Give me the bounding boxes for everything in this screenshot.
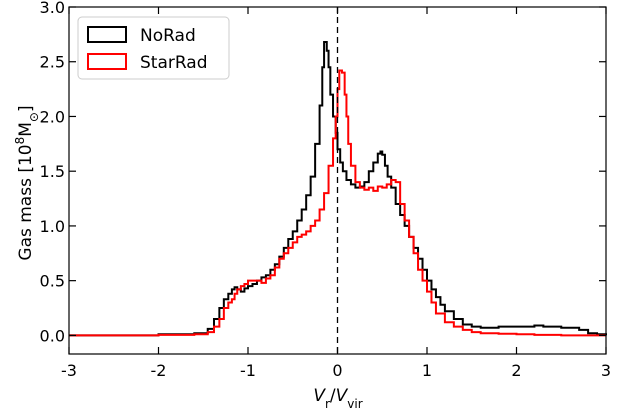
x-axis-label: Vr/Vvir	[313, 386, 362, 408]
y-tick-label: 0.0	[40, 326, 65, 345]
legend-swatch-starrad	[87, 53, 127, 70]
x-tick-label: 0	[332, 361, 342, 380]
x-tick-label: 1	[422, 361, 432, 380]
y-tick-label: 2.5	[40, 53, 65, 72]
legend-label-starrad: StarRad	[140, 53, 208, 73]
series-layer	[69, 41, 607, 337]
y-tick-label: 3.0	[40, 0, 65, 17]
x-label-main: V	[313, 386, 326, 406]
x-axis: -3 -2 -1 0 1 2 3	[61, 7, 611, 380]
series-line-starrad	[69, 69, 606, 337]
y-label-exp: 8	[13, 137, 27, 145]
x-label-main-sub: r	[325, 397, 330, 408]
y-tick-label: 0.5	[40, 272, 65, 291]
y-tick-label: 1.0	[40, 217, 65, 236]
series-line-norad	[69, 41, 607, 337]
y-label-suffix: ]	[16, 105, 36, 112]
legend-swatch-norad	[87, 26, 127, 43]
legend-box	[77, 16, 230, 80]
y-axis: 0.0 0.5 1.0 1.5 2.0 2.5 3.0	[40, 0, 606, 345]
x-tick-label: 3	[601, 361, 611, 380]
x-tick-label: -1	[240, 361, 256, 380]
legend: NoRad StarRad	[77, 16, 230, 80]
x-label-sep: /	[330, 386, 336, 406]
x-tick-label: -3	[61, 361, 77, 380]
y-label-unit: M	[16, 122, 36, 137]
x-tick-label: -2	[151, 361, 167, 380]
y-axis-label: Gas mass [108M⊙]	[13, 105, 41, 260]
x-tick-label: 2	[511, 361, 521, 380]
y-tick-label: 2.0	[40, 107, 65, 126]
x-label-den-sub: vir	[347, 397, 362, 408]
y-tick-label: 1.5	[40, 162, 65, 181]
legend-label-norad: NoRad	[140, 26, 196, 46]
y-label-unit-sub: ⊙	[27, 112, 41, 122]
y-label-prefix: Gas mass [10	[16, 144, 36, 260]
x-label-den: V	[336, 386, 349, 406]
